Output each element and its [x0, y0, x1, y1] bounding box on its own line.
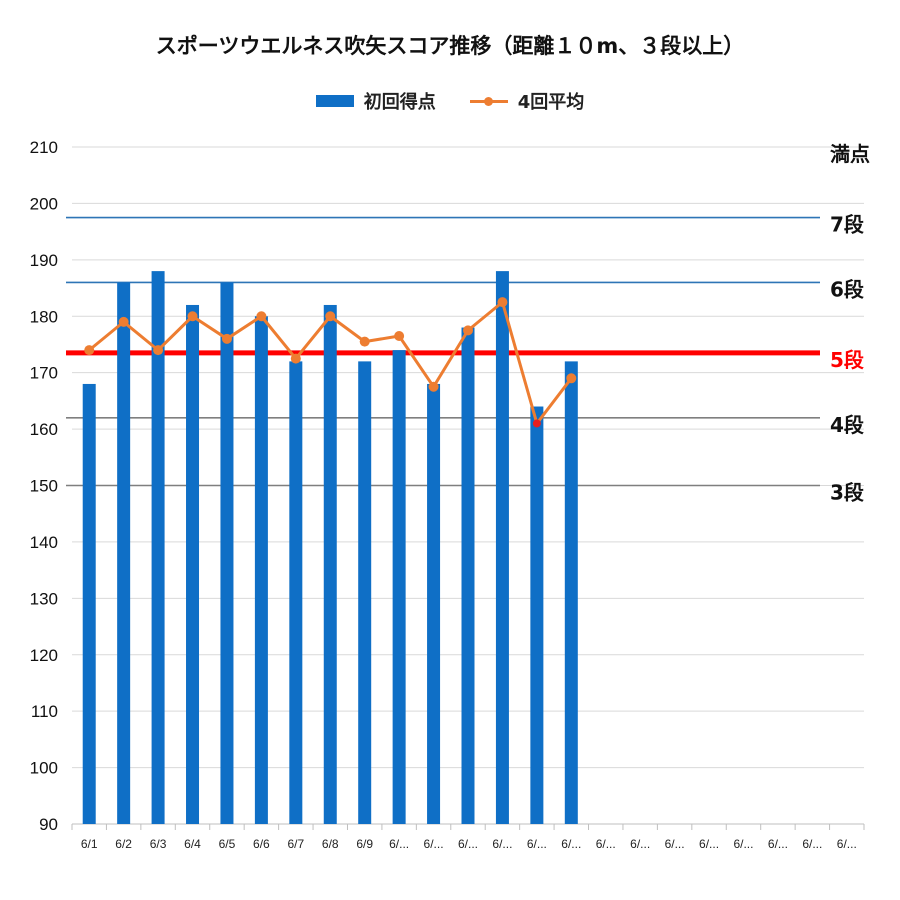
legend-line-swatch	[469, 95, 508, 107]
y-tick-label: 190	[30, 251, 58, 270]
line-point	[497, 297, 508, 308]
bar	[530, 406, 544, 824]
legend-line-marker	[483, 97, 493, 106]
y-tick-label: 90	[39, 815, 58, 834]
y-tick-label: 160	[30, 420, 58, 439]
bar	[220, 282, 234, 824]
chart-title: スポーツウエルネス吹矢スコア推移（距離１０m、３段以上）	[155, 34, 745, 58]
x-tick-label: 6/...	[561, 837, 581, 851]
bar	[461, 327, 475, 824]
rank-label: 4段	[830, 413, 864, 437]
x-tick-label: 6/...	[837, 837, 857, 851]
line-point	[428, 381, 439, 392]
bar	[323, 304, 337, 824]
y-tick-label: 170	[30, 364, 58, 383]
y-tick-label: 120	[30, 646, 58, 665]
x-tick-label: 6/...	[630, 837, 650, 851]
y-tick-label: 110	[31, 702, 58, 721]
line-point	[566, 373, 577, 384]
bar	[392, 350, 406, 824]
x-tick-label: 6/...	[733, 837, 753, 851]
rank-label: 6段	[830, 277, 864, 301]
y-tick-label: 140	[30, 533, 58, 552]
x-tick-label: 6/8	[322, 837, 339, 851]
x-tick-label: 6/3	[150, 837, 167, 851]
legend: 初回得点 4回平均	[0, 88, 900, 114]
y-tick-label: 200	[30, 194, 58, 213]
x-tick-label: 6/...	[768, 837, 788, 851]
line-point	[325, 311, 336, 322]
x-tick-label: 6/9	[356, 837, 373, 851]
legend-bar-swatch	[315, 95, 354, 107]
x-tick-label: 6/6	[253, 837, 270, 851]
line-point	[84, 345, 95, 356]
bar	[427, 383, 441, 824]
rank-label: 7段	[830, 213, 864, 237]
bar	[358, 361, 372, 824]
bar	[186, 304, 200, 824]
x-tick-label: 6/4	[184, 837, 201, 851]
line-point	[463, 325, 473, 336]
line-point	[290, 353, 301, 364]
bar	[254, 316, 268, 824]
x-tick-label: 6/...	[665, 837, 685, 851]
legend-bar-label: 初回得点	[363, 92, 436, 113]
line-point	[153, 345, 164, 356]
bar	[289, 361, 303, 824]
line-point	[359, 336, 370, 347]
bar	[495, 271, 509, 824]
x-tick-label: 6/...	[492, 837, 512, 851]
bar	[82, 383, 96, 824]
y-tick-label: 100	[30, 759, 58, 778]
rank-label: 3段	[830, 481, 864, 505]
line-point	[394, 330, 405, 341]
x-tick-label: 6/...	[527, 837, 547, 851]
x-tick-label: 6/...	[699, 837, 719, 851]
line-point	[532, 419, 541, 428]
x-tick-label: 6/...	[458, 837, 478, 851]
line-point	[118, 316, 129, 327]
y-tick-label: 130	[30, 589, 58, 608]
x-tick-label: 6/1	[81, 837, 98, 851]
bar	[117, 282, 131, 824]
x-tick-label: 6/...	[802, 837, 822, 851]
x-tick-label: 6/5	[219, 837, 236, 851]
rank-label: 満点	[830, 142, 870, 166]
legend-item-line[interactable]: 4回平均	[469, 88, 585, 114]
y-tick-label: 210	[30, 138, 58, 157]
bar	[151, 271, 165, 824]
x-tick-label: 6/...	[596, 837, 616, 851]
x-tick-label: 6/...	[424, 837, 444, 851]
x-tick-label: 6/2	[115, 837, 132, 851]
line-point	[221, 333, 232, 344]
x-tick-label: 6/...	[389, 837, 409, 851]
line-point	[256, 311, 267, 322]
bar	[564, 361, 578, 824]
rank-label: 5段	[830, 348, 864, 372]
legend-line-label: 4回平均	[517, 92, 585, 113]
legend-item-bar[interactable]: 初回得点	[315, 88, 436, 114]
y-tick-label: 150	[30, 477, 58, 496]
line-point	[187, 311, 198, 322]
x-tick-label: 6/7	[287, 837, 304, 851]
y-tick-label: 180	[30, 307, 58, 326]
